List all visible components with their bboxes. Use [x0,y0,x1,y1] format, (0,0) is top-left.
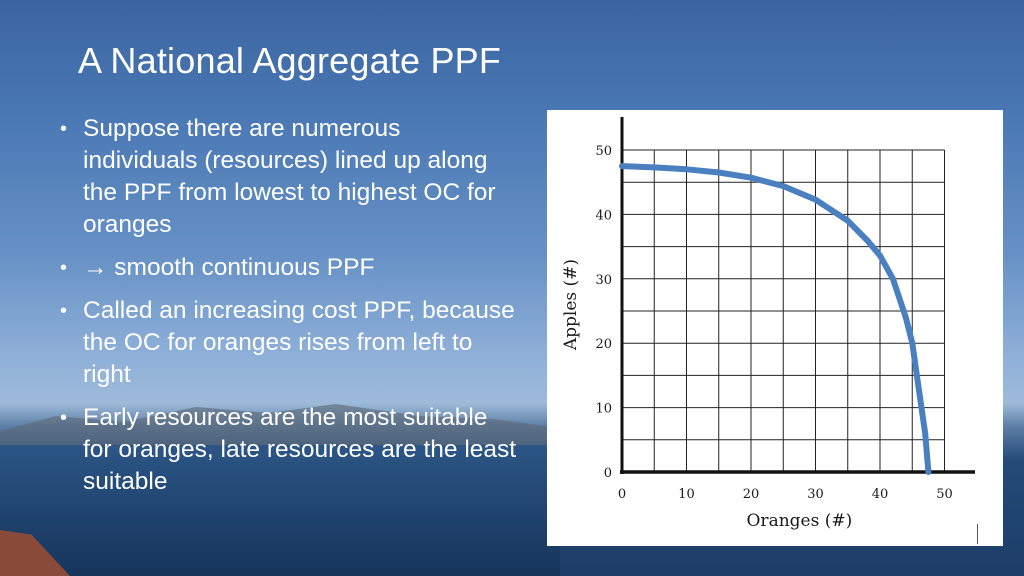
bullet-text: Called an increasing cost PPF, because t… [83,297,515,388]
bullet-dot: • [60,407,68,429]
ppf-curve [619,163,932,475]
page-marker [977,524,978,544]
bullet-item: • Suppose there are numerous individuals … [60,113,520,241]
bullet-text: Early resources are the most suitable fo… [83,404,517,495]
tick-layer: 0 10 20 30 40 50 0 10 20 30 40 50 [595,144,952,502]
bullet-item: • → smooth continuous PPF [60,252,520,284]
background-sea [0,445,560,576]
bullet-item: • Early resources are the most suitable f… [60,402,520,498]
y-tick-label: 40 [595,208,612,223]
series-layer [619,163,932,475]
x-tick-label: 20 [743,487,760,502]
x-tick-label: 40 [872,487,889,502]
bullet-dot: • [60,118,68,140]
bullet-text: → smooth continuous PPF [83,254,375,281]
grid-layer [622,149,945,472]
bullet-list: • Suppose there are numerous individuals … [60,113,520,509]
x-tick-label: 50 [936,487,953,502]
y-tick-label: 10 [595,402,612,417]
slide-title: A National Aggregate PPF [78,40,502,81]
bullet-dot: • [60,257,68,279]
x-axis-title: Oranges (#) [747,511,853,531]
y-axis-title: Apples (#) [561,259,581,351]
y-tick-label: 50 [595,144,612,159]
ppf-chart-panel: 0 10 20 30 40 50 0 10 20 30 40 50 Oranges (#) Apple… [547,110,1003,546]
bullet-dot: • [60,300,68,322]
x-tick-label: 10 [678,487,695,502]
x-tick-label: 0 [618,487,626,502]
x-tick-label: 30 [807,487,824,502]
y-tick-label: 20 [595,337,612,352]
bullet-item: • Called an increasing cost PPF, because … [60,295,520,391]
ppf-chart: 0 10 20 30 40 50 0 10 20 30 40 50 Oranges (#) Apple… [561,117,975,531]
y-tick-label: 30 [595,273,612,288]
bullet-text: Suppose there are numerous individuals (… [83,115,496,238]
y-tick-label: 0 [604,466,612,481]
axis-layer [620,117,975,474]
